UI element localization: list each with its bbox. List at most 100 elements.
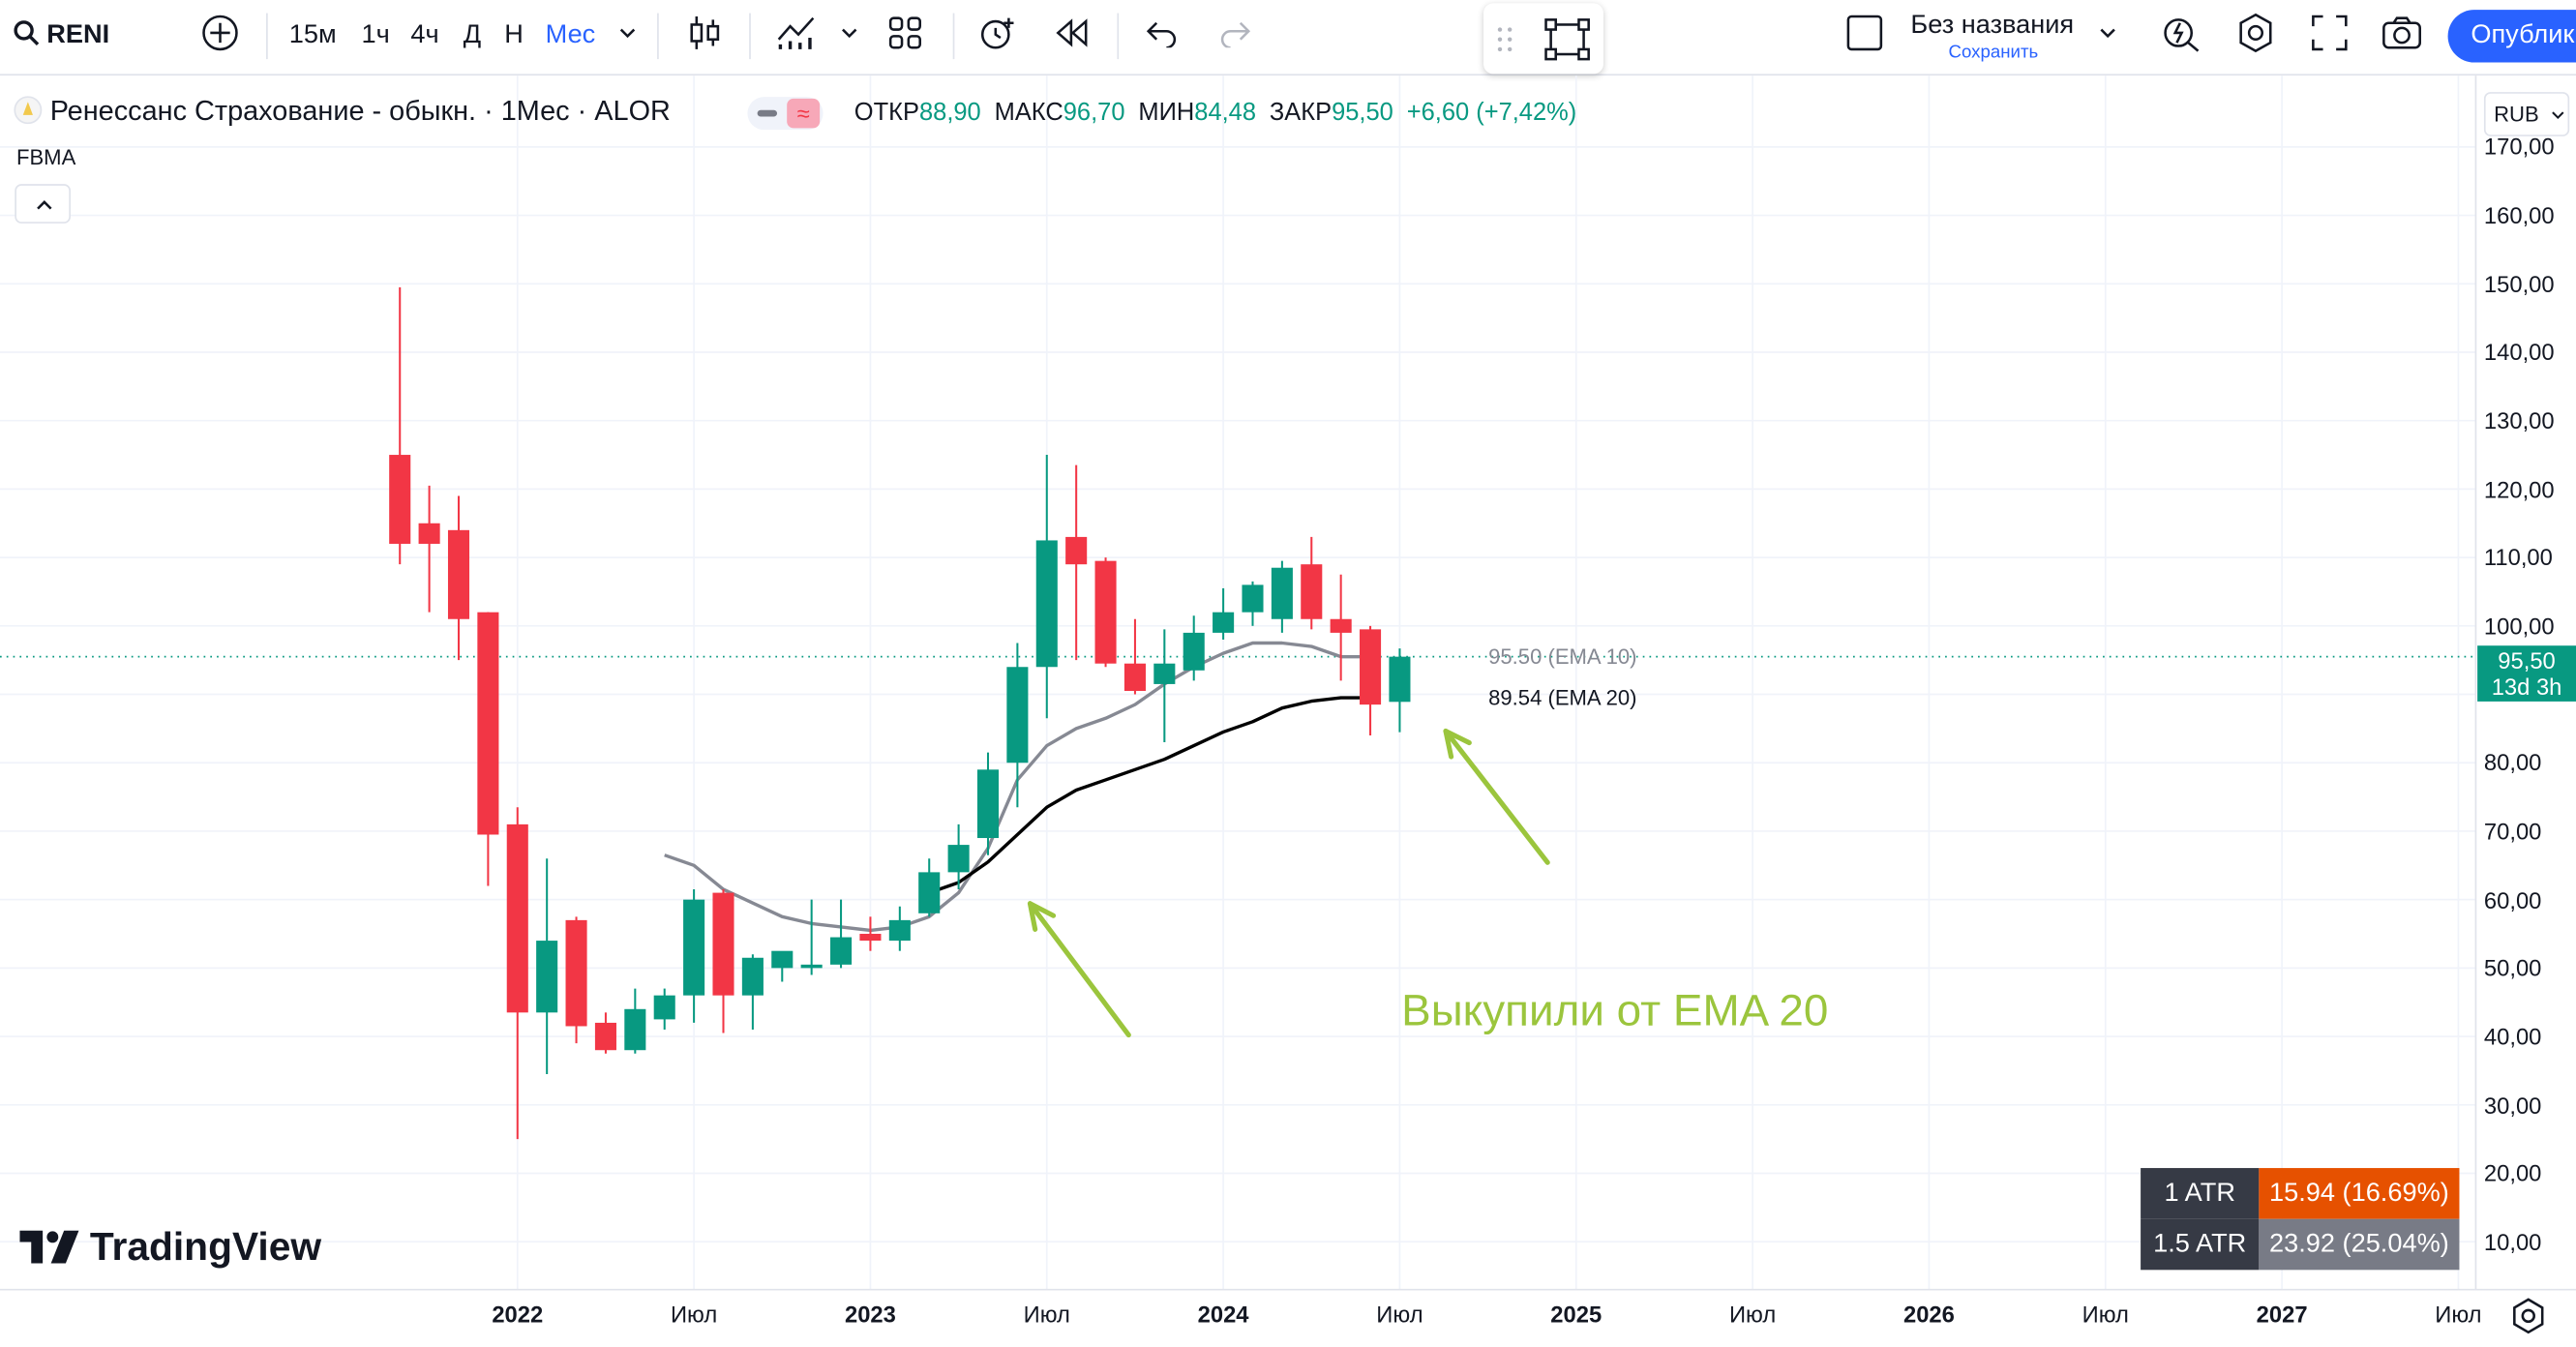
- candle-body: [830, 937, 853, 965]
- undo-button[interactable]: [1144, 14, 1180, 60]
- candle[interactable]: [771, 950, 794, 982]
- candle-body: [477, 612, 499, 835]
- chart-type-button[interactable]: [687, 14, 723, 60]
- candle[interactable]: [565, 916, 587, 1044]
- compare-button[interactable]: [200, 14, 240, 60]
- low-label: МИН: [1138, 98, 1195, 127]
- layout-name[interactable]: Без названия: [1910, 11, 2075, 40]
- price-tick-label: 150,00: [2483, 270, 2555, 297]
- candle[interactable]: [800, 899, 823, 975]
- candle[interactable]: [947, 823, 970, 890]
- candle[interactable]: [1271, 560, 1293, 633]
- ema20-label: 89.54 (EMA 20): [1488, 684, 1637, 710]
- candle[interactable]: [918, 858, 941, 917]
- interval-week[interactable]: Н: [504, 21, 524, 49]
- rectangle-tool-icon[interactable]: [1544, 18, 1591, 61]
- interval-1h[interactable]: 1ч: [361, 21, 390, 49]
- camera-icon: [2382, 16, 2421, 49]
- interval-15m[interactable]: 15м: [288, 21, 337, 49]
- symbol-title[interactable]: Ренессанс Страхование - обыкн. · 1Мес · …: [49, 95, 671, 127]
- alert-button[interactable]: [975, 14, 1018, 60]
- candle[interactable]: [389, 286, 411, 565]
- change-value: +6,60 (+7,42%): [1406, 98, 1577, 127]
- ema20-line[interactable]: [928, 696, 1371, 895]
- candle[interactable]: [1330, 574, 1352, 681]
- interval-dropdown[interactable]: [617, 14, 637, 60]
- indicators-dropdown[interactable]: [840, 14, 859, 60]
- interval-day[interactable]: Д: [463, 21, 482, 49]
- annotation-arrow-2023[interactable]: [1027, 901, 1131, 1038]
- candle[interactable]: [536, 858, 558, 1074]
- candle-body: [389, 455, 411, 544]
- candle[interactable]: [624, 988, 646, 1054]
- candle[interactable]: [1035, 455, 1058, 719]
- price-chart[interactable]: [0, 75, 2576, 1347]
- candle[interactable]: [1065, 464, 1088, 661]
- candle[interactable]: [1006, 643, 1029, 808]
- annotation-arrow-2024[interactable]: [1443, 728, 1550, 865]
- price-tick-label: 50,00: [2483, 954, 2542, 981]
- collapse-legend-button[interactable]: [15, 184, 72, 224]
- brand-name: TradingView: [89, 1225, 322, 1271]
- candle[interactable]: [1183, 615, 1205, 681]
- candle[interactable]: [1389, 648, 1411, 733]
- symbol-label: RENI: [46, 21, 110, 49]
- interval-4h[interactable]: 4ч: [410, 21, 439, 49]
- price-tick-label: 60,00: [2483, 886, 2542, 913]
- candle[interactable]: [1213, 587, 1235, 640]
- candle-body: [1271, 567, 1293, 619]
- candle[interactable]: [888, 906, 911, 951]
- tradingview-logo[interactable]: TradingView: [19, 1224, 321, 1273]
- candle[interactable]: [506, 807, 528, 1140]
- time-tick-label: Июл: [1023, 1301, 1070, 1328]
- layouts-button[interactable]: [887, 14, 923, 60]
- candle[interactable]: [1123, 618, 1146, 695]
- indicator-label[interactable]: FBMA: [15, 144, 76, 169]
- price-tick-label: 30,00: [2483, 1092, 2542, 1119]
- annotation-text[interactable]: Выкупили от EMA 20: [1401, 985, 1829, 1035]
- candle-body: [1389, 656, 1411, 703]
- drawing-toolbar[interactable]: [1483, 3, 1603, 75]
- candle-body: [1183, 632, 1205, 671]
- settings-button[interactable]: [2236, 13, 2276, 60]
- symbol-search[interactable]: RENI: [14, 14, 110, 60]
- candle[interactable]: [1301, 536, 1323, 630]
- candle[interactable]: [1094, 557, 1117, 668]
- axis-settings-button[interactable]: [2510, 1298, 2546, 1342]
- indicators-button[interactable]: [775, 14, 818, 60]
- interval-month[interactable]: Мес: [545, 21, 596, 49]
- fullscreen-button[interactable]: [2312, 14, 2348, 60]
- candle[interactable]: [741, 954, 764, 1031]
- atr-value-2: 23.92 (25.04%): [2259, 1218, 2460, 1271]
- candle[interactable]: [859, 916, 882, 951]
- replay-button[interactable]: [1053, 14, 1093, 60]
- candle-body: [1035, 540, 1058, 668]
- candle[interactable]: [418, 485, 440, 613]
- candle[interactable]: [594, 1012, 616, 1054]
- candle[interactable]: [683, 889, 705, 1023]
- quick-search-button[interactable]: [2162, 14, 2202, 60]
- candle[interactable]: [1153, 629, 1176, 743]
- candle[interactable]: [830, 899, 853, 969]
- legend-toggles[interactable]: ≈: [747, 97, 824, 131]
- snapshot-button[interactable]: [2382, 14, 2422, 60]
- candle-body: [1094, 560, 1117, 664]
- redo-button[interactable]: [1217, 14, 1253, 60]
- candle[interactable]: [477, 612, 499, 886]
- wave-icon: ≈: [787, 98, 821, 129]
- save-link[interactable]: Сохранить: [1948, 43, 2039, 63]
- candle-body: [1330, 618, 1352, 633]
- candle[interactable]: [712, 889, 734, 1033]
- price-tick-label: 160,00: [2483, 201, 2555, 229]
- candle[interactable]: [653, 988, 675, 1031]
- layout-dropdown[interactable]: [2098, 14, 2117, 60]
- price-tick-label: 20,00: [2483, 1159, 2542, 1187]
- candle[interactable]: [1242, 581, 1264, 626]
- publish-button[interactable]: Опублик: [2447, 10, 2576, 63]
- candle[interactable]: [447, 495, 470, 661]
- candle[interactable]: [1360, 625, 1382, 735]
- layout-checkbox[interactable]: [1846, 14, 1883, 60]
- candle[interactable]: [976, 752, 1000, 855]
- candle-body: [1006, 667, 1029, 763]
- currency-selector[interactable]: RUB: [2483, 92, 2570, 136]
